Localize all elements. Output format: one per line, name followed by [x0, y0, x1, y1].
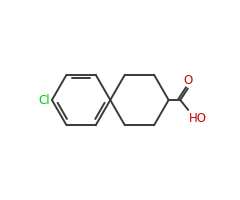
Text: Cl: Cl: [39, 94, 50, 106]
Text: O: O: [184, 74, 193, 87]
Text: HO: HO: [189, 112, 207, 125]
